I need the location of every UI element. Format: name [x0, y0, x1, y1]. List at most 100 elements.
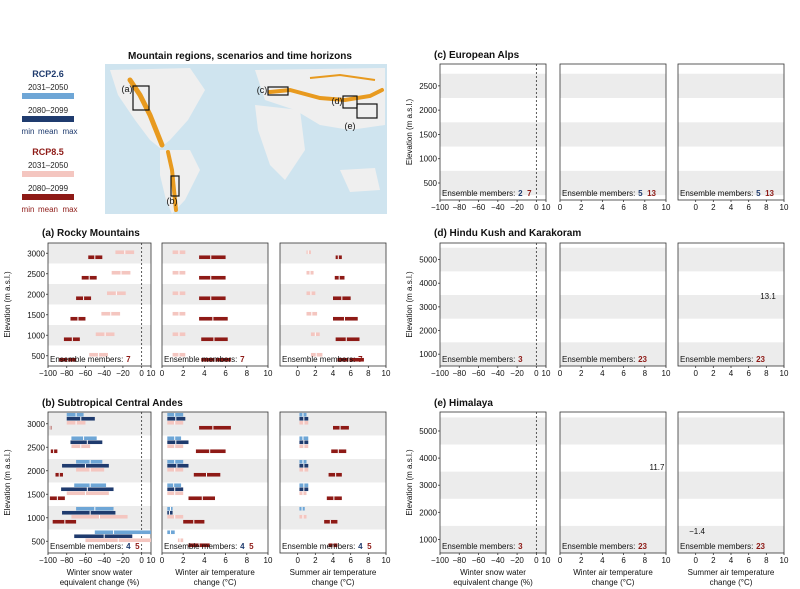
x-tick-label: 8 [366, 369, 371, 378]
y-tick-label: 1000 [27, 514, 45, 523]
range-bar-rcp26_early [94, 530, 151, 535]
rockies-ranges [127, 77, 165, 148]
x-tick-label: 6 [223, 556, 228, 565]
x-tick-label: 6 [348, 369, 353, 378]
grey-band [280, 243, 386, 264]
x-tick-label: 2 [181, 556, 186, 565]
x-tick-label: 4 [600, 369, 605, 378]
legend-rcp85-mean: mean [38, 205, 58, 214]
y-tick-label: 500 [32, 352, 46, 361]
range-bar-rcp26_early [167, 436, 182, 441]
y-tick-label: 1500 [419, 130, 437, 139]
ensemble-rcp85: 5 [367, 542, 372, 551]
y-tick-label: 4000 [419, 279, 437, 288]
range-bar-rcp85_early [167, 420, 184, 425]
x-tick-label: 4 [202, 369, 207, 378]
range-bar-rcp26_early [167, 483, 182, 488]
x-tick-label: −20 [510, 556, 524, 565]
x-tick-label: 8 [764, 203, 769, 212]
range-bar-rcp85_late [333, 316, 358, 321]
grey-band [280, 459, 386, 483]
x-axis-title: equivalent change (%) [60, 578, 140, 587]
grey-band [560, 342, 666, 366]
panel-frame [47, 411, 152, 554]
y-axis-label: Elevation (m a.s.l.) [3, 449, 12, 516]
map-label-b: (b) [167, 196, 178, 206]
x-tick-label: 6 [348, 556, 353, 565]
ensemble-label: Ensemble members: [562, 355, 635, 364]
grey-band [440, 247, 546, 272]
x-tick-label: 0 [160, 369, 165, 378]
panel-frame [559, 63, 667, 201]
x-tick-label: 8 [764, 556, 769, 565]
legend-rcp85-max: max [62, 205, 77, 214]
grey-band [560, 417, 666, 445]
range-bar-rcp85_late [201, 337, 228, 342]
range-bar-rcp85_early [167, 467, 184, 472]
grey-band [678, 170, 784, 196]
x-axis-title: Summer air temperature [688, 568, 775, 577]
panel-2: 0 2 4 6 8 10 Ensemble members: 7 [279, 242, 391, 378]
chart-title: (a) Rocky Mountains [42, 228, 140, 239]
x-tick-label: −20 [116, 369, 130, 378]
x-tick-label: 6 [746, 556, 751, 565]
range-bar-rcp26_early [167, 459, 184, 464]
x-tick-label: 2 [711, 556, 716, 565]
y-axis-label: Elevation (m a.s.l.) [405, 449, 414, 516]
x-tick-label: −40 [491, 556, 505, 565]
panel-2: 0 2 4 6 8 10 Ensemble members: 5 13 [677, 63, 789, 212]
legend-rcp26-mean: mean [38, 127, 58, 136]
y-tick-label: 2000 [419, 327, 437, 336]
range-bar-rcp85_early [66, 491, 109, 496]
grey-band [162, 325, 268, 346]
x-tick-label: 0 [295, 369, 300, 378]
ensemble-label: Ensemble members: [562, 542, 635, 551]
x-tick-label: 6 [621, 556, 626, 565]
y-tick-label: 2500 [419, 82, 437, 91]
grey-band [560, 471, 666, 499]
ensemble-label: Ensemble members: [50, 355, 123, 364]
legend-rcp85-title: RCP8.5 [32, 147, 64, 157]
x-tick-label: −40 [97, 369, 111, 378]
range-bar-rcp26_late [62, 510, 116, 515]
x-axis-title: equivalent change (%) [453, 578, 533, 587]
x-axis-title: change (°C) [194, 578, 237, 587]
x-tick-label: 0 [693, 203, 698, 212]
x-tick-label: 2 [181, 369, 186, 378]
x-tick-label: 10 [542, 556, 551, 565]
y-tick-label: 1000 [419, 155, 437, 164]
grey-band [440, 295, 546, 319]
x-tick-label: 6 [621, 369, 626, 378]
y-tick-label: 1500 [27, 490, 45, 499]
grey-band [280, 284, 386, 305]
y-axis-label: Elevation (m a.s.l.) [405, 271, 414, 338]
africa-land [255, 105, 305, 180]
x-tick-label: 0 [558, 369, 563, 378]
x-tick-label: 2 [711, 369, 716, 378]
panel-0: 5000 4000 3000 2000 1000 −100 −80 −60 −40 −20 0 10 E… [419, 242, 551, 378]
x-tick-label: 8 [764, 369, 769, 378]
panel-2: 0 2 4 6 8 10 Ensemble members: 23 [677, 411, 789, 565]
x-tick-label: 6 [223, 369, 228, 378]
x-tick-label: 10 [264, 556, 273, 565]
range-bar-rcp26_late [167, 487, 184, 492]
x-tick-label: 4 [331, 369, 336, 378]
legend-rcp26-max: max [62, 127, 77, 136]
y-tick-label: 2000 [419, 106, 437, 115]
ensemble-rcp85: 23 [638, 542, 647, 551]
ensemble-label: Ensemble members: [164, 542, 237, 551]
grey-band [678, 247, 784, 272]
x-tick-label: 10 [780, 369, 789, 378]
x-tick-label: 10 [542, 369, 551, 378]
panel-0: 3000 2500 2000 1500 1000 500 −100 −80 −60 −40 −20 0… [27, 411, 156, 565]
grey-band [280, 506, 386, 530]
x-tick-label: 10 [382, 556, 391, 565]
range-bar-rcp26_late [167, 463, 189, 468]
range-bar-rcp26_early [66, 412, 84, 417]
x-tick-label: −80 [60, 556, 74, 565]
range-bar-rcp85_late [193, 472, 221, 477]
range-bar-rcp26_late [167, 510, 173, 515]
range-bar-rcp26_late [167, 440, 189, 445]
x-tick-label: 10 [264, 369, 273, 378]
